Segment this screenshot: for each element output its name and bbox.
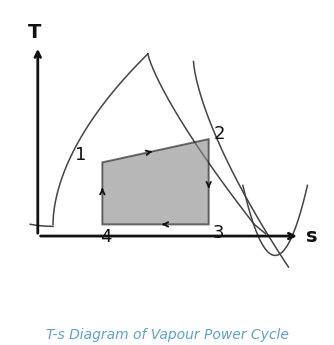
Text: T: T <box>28 23 41 42</box>
Text: 3: 3 <box>212 224 224 242</box>
Text: 4: 4 <box>101 228 112 246</box>
Text: s: s <box>306 227 317 246</box>
Text: T-s Diagram of Vapour Power Cycle: T-s Diagram of Vapour Power Cycle <box>45 327 289 342</box>
Text: 1: 1 <box>75 146 87 165</box>
Text: 2: 2 <box>213 125 225 143</box>
Polygon shape <box>102 139 209 224</box>
